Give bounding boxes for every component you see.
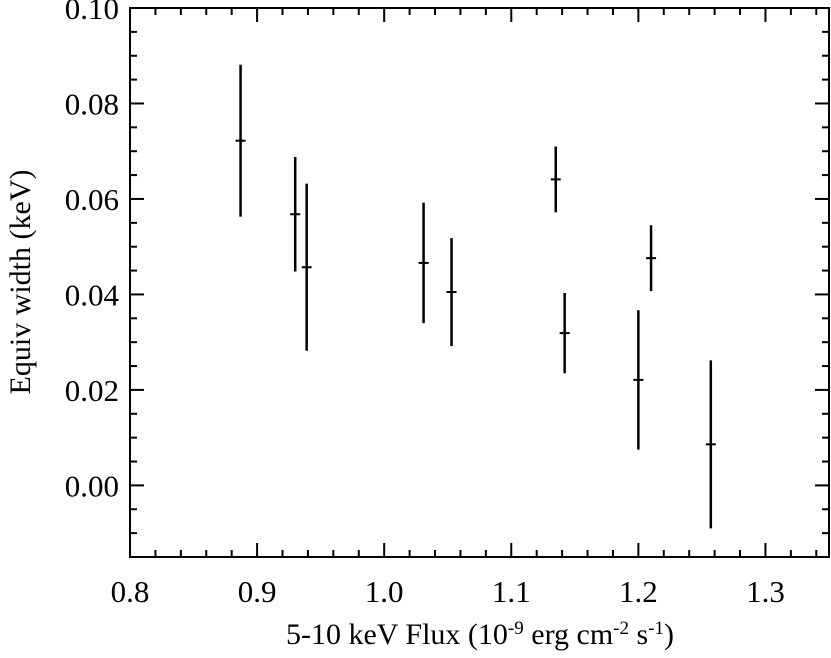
x-tick-label: 0.9 [238, 574, 277, 609]
y-tick-label: 0.08 [65, 86, 119, 121]
plot-frame [129, 7, 830, 558]
y-tick-label: 0.10 [65, 0, 119, 26]
x-tick-label: 1.2 [619, 574, 658, 609]
x-axis-label-part: erg cm [524, 618, 613, 651]
y-tick-label: 0.02 [65, 373, 119, 408]
x-tick-label: 1.3 [746, 574, 785, 609]
x-axis-label-part: -2 [613, 618, 629, 639]
x-axis-label-part: -9 [508, 618, 524, 639]
y-tick-label: 0.06 [65, 182, 119, 217]
x-axis-label-part: ) [664, 618, 674, 651]
x-axis-label-part: -1 [648, 618, 664, 639]
y-tick-label: 0.04 [65, 277, 120, 312]
y-axis-label: Equiv width (keV) [4, 170, 37, 395]
x-tick-label: 1.1 [492, 574, 531, 609]
x-axis-label: 5-10 keV Flux (10-9 erg cm-2 s-1) [286, 618, 674, 652]
x-axis-label-part: s [629, 618, 648, 651]
x-tick-label: 0.8 [111, 574, 150, 609]
y-tick-label: 0.00 [65, 468, 119, 503]
x-tick-label: 1.0 [365, 574, 404, 609]
x-axis-label-part: 5-10 keV Flux (10 [286, 618, 508, 651]
